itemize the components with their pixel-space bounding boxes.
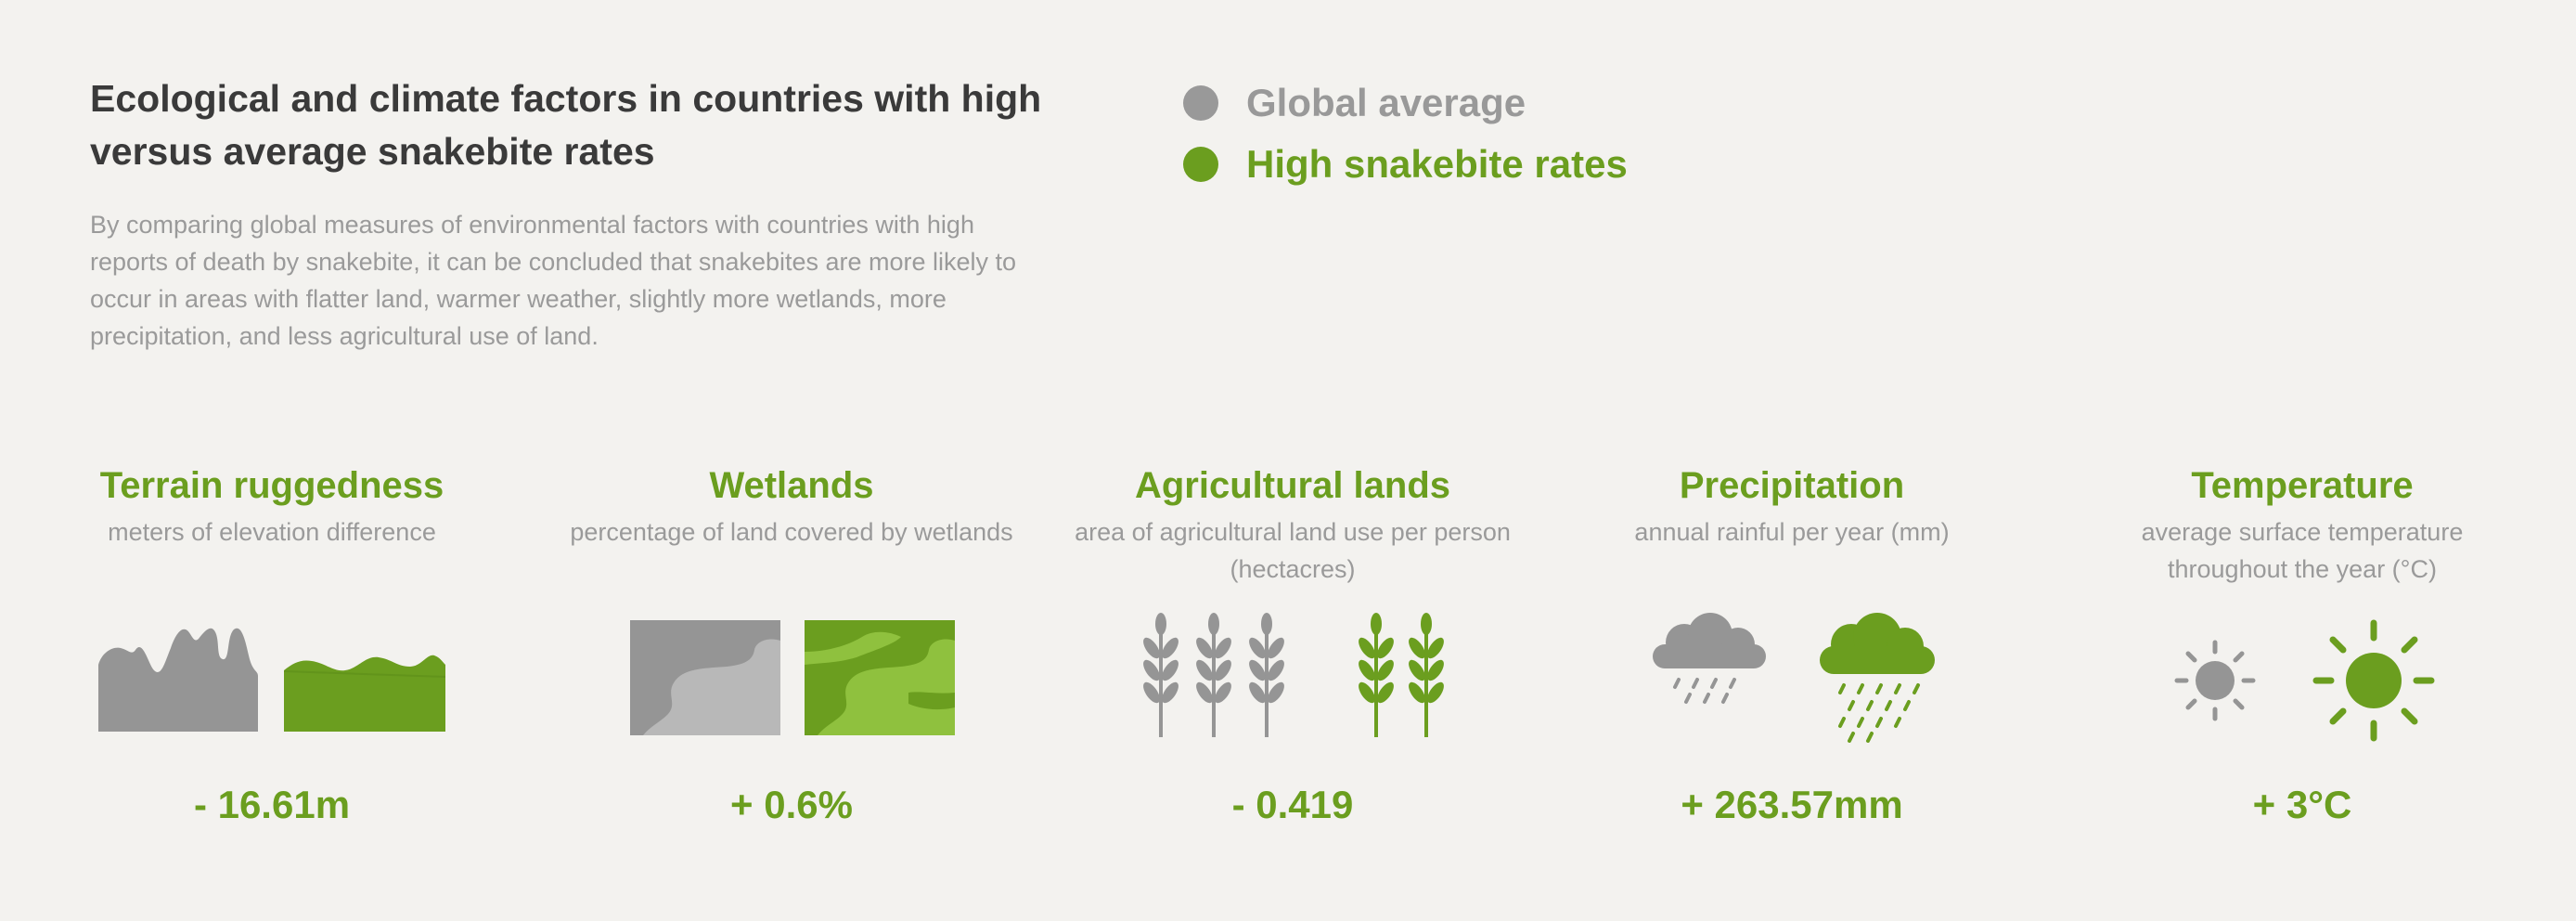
factor-title: Precipitation [1679, 465, 1905, 506]
legend-item-global: Global average [1183, 72, 1628, 134]
factor-value: - 0.419 [1231, 783, 1354, 826]
rugged-mountain-icon [98, 628, 258, 732]
factor-wetlands: Wetlands percentage of land covered by w… [569, 460, 1014, 826]
flat-terrain-icon [284, 655, 445, 732]
factor-value: + 0.6% [730, 783, 853, 826]
factor-subtitle: percentage of land covered by wetlands [570, 518, 1013, 546]
factor-temperature: Temperature average surface temperature … [2080, 460, 2525, 826]
factor-icons [569, 613, 1014, 743]
factor-icons [2080, 613, 2525, 743]
legend: Global average High snakebite rates [1183, 72, 1628, 195]
factor-precipitation: Precipitation annual rainful per year (m… [1569, 460, 2015, 826]
page-description: By comparing global measures of environm… [90, 211, 1017, 350]
factor-title: Wetlands [709, 465, 874, 506]
factor-terrain: Terrain ruggedness meters of elevation d… [49, 460, 495, 826]
factor-value: + 3°C [2252, 783, 2352, 826]
wetland-square-icon [805, 620, 955, 735]
factor-icons [49, 613, 495, 743]
factor-subtitle: area of agricultural land use per person… [1075, 518, 1511, 583]
factor-icons [1070, 613, 1515, 743]
wheat-icon [1143, 613, 1284, 737]
factor-value: + 263.57mm [1681, 783, 1903, 826]
factor-subtitle: annual rainful per year (mm) [1634, 518, 1950, 546]
rain-cloud-icon [1653, 613, 1766, 704]
factor-title: Agricultural lands [1134, 465, 1451, 506]
page-title: Ecological and climate factors in countr… [90, 77, 1042, 173]
legend-label-global: Global average [1246, 81, 1526, 124]
factor-subtitle: meters of elevation difference [108, 518, 436, 546]
factor-title: Temperature [2191, 465, 2414, 506]
wetland-square-icon [630, 620, 780, 735]
legend-dot-global [1183, 85, 1218, 121]
factor-icons [1569, 613, 2015, 743]
rain-cloud-icon [1820, 613, 1935, 743]
factor-agriculture: Agricultural lands area of agricultural … [1070, 460, 1515, 826]
factor-value: - 16.61m [193, 783, 351, 826]
legend-dot-high [1183, 147, 1218, 182]
sun-icon [2174, 640, 2256, 721]
legend-label-high: High snakebite rates [1246, 142, 1628, 186]
factor-title: Terrain ruggedness [99, 465, 444, 506]
legend-item-high: High snakebite rates [1183, 134, 1628, 195]
wheat-icon [1359, 613, 1444, 737]
sun-icon [2312, 619, 2435, 742]
factor-subtitle: average surface temperature throughout t… [2141, 518, 2464, 583]
